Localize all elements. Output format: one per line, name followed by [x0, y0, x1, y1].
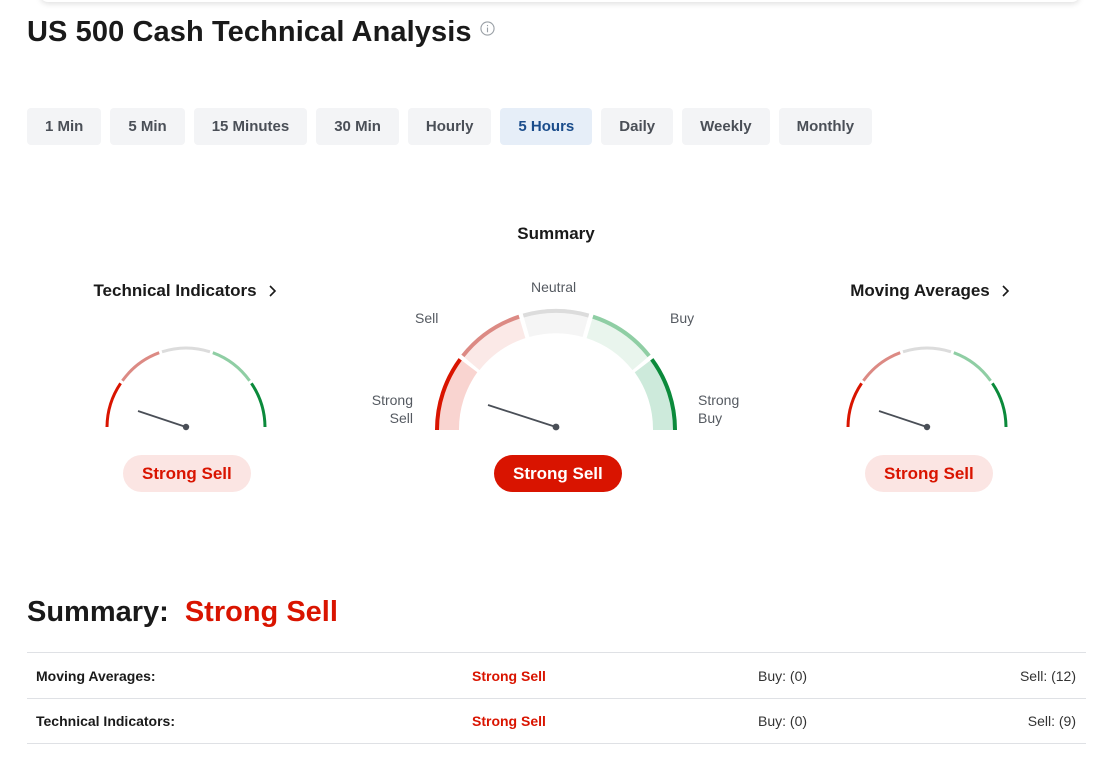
row-sell-count: Sell: (12): [1019, 667, 1076, 684]
chevron-right-icon: [268, 285, 276, 297]
tab-5-hours[interactable]: 5 Hours: [500, 108, 593, 145]
tab-hourly[interactable]: Hourly: [407, 108, 492, 145]
row-name: Moving Averages:: [36, 667, 156, 684]
title-row: US 500 Cash Technical Analysis: [27, 16, 495, 49]
gauge-label-strong-sell: Strong Sell: [371, 392, 413, 426]
technical-indicators-title: Technical Indicators: [93, 281, 257, 300]
row-name: Technical Indicators:: [36, 713, 175, 729]
tab-weekly[interactable]: Weekly: [682, 108, 770, 145]
summary-heading: Summary: Strong Sell: [27, 596, 338, 629]
row-signal: Strong Sell: [472, 667, 546, 684]
technical-indicators-link[interactable]: Technical Indicators: [93, 281, 276, 301]
page-title: US 500 Cash Technical Analysis: [27, 16, 472, 48]
summary-signal-badge: Strong Sell: [494, 455, 622, 492]
tab-5-min[interactable]: 5 Min: [110, 108, 185, 145]
top-edge-shadow: [40, 0, 1080, 2]
summary-heading-signal: Strong Sell: [184, 596, 338, 628]
moving-averages-title: Moving Averages: [850, 281, 990, 300]
tab-30-min[interactable]: 30 Min: [316, 108, 399, 145]
technical-indicators-dial: [105, 346, 267, 431]
moving-averages-link[interactable]: Moving Averages: [850, 281, 1010, 301]
info-icon[interactable]: [480, 21, 495, 36]
row-buy-count: Buy: (0): [758, 713, 808, 729]
summary-gauge-title: Summary: [517, 224, 595, 243]
tab-1-min[interactable]: 1 Min: [27, 108, 102, 145]
moving-averages-gauge: Moving Averages: [835, 281, 1025, 301]
gauge-label-buy: Buy: [670, 310, 695, 326]
gauge-label-neutral: Neutral: [531, 279, 577, 295]
summary-table: Moving Averages: Strong Sell Buy: (0) Se…: [27, 652, 1086, 744]
row-signal: Strong Sell: [472, 713, 546, 729]
timeframe-tabs: 1 Min 5 Min 15 Minutes 30 Min Hourly 5 H…: [27, 108, 873, 145]
moving-averages-signal-badge: Strong Sell: [865, 455, 993, 492]
table-row: Moving Averages: Strong Sell Buy: (0) Se…: [27, 652, 1086, 698]
row-sell-count: Sell: (9): [1027, 713, 1076, 729]
tab-15-minutes[interactable]: 15 Minutes: [193, 108, 308, 145]
technical-indicators-signal-badge: Strong Sell: [123, 455, 251, 492]
summary-gauge: Summary: [456, 224, 656, 244]
row-buy-count: Buy: (0): [758, 667, 808, 684]
chevron-right-icon: [1002, 285, 1009, 297]
moving-averages-dial: [846, 346, 1008, 431]
summary-heading-label: Summary:: [27, 596, 169, 628]
summary-dial: [434, 308, 678, 431]
gauge-label-sell: Sell: [415, 310, 439, 326]
table-row: Technical Indicators: Strong Sell Buy: (…: [27, 698, 1086, 744]
tab-monthly[interactable]: Monthly: [778, 108, 873, 145]
tab-daily[interactable]: Daily: [601, 108, 674, 145]
gauge-label-strong-buy: Strong Buy: [698, 392, 740, 426]
technical-indicators-gauge: Technical Indicators: [85, 281, 285, 301]
